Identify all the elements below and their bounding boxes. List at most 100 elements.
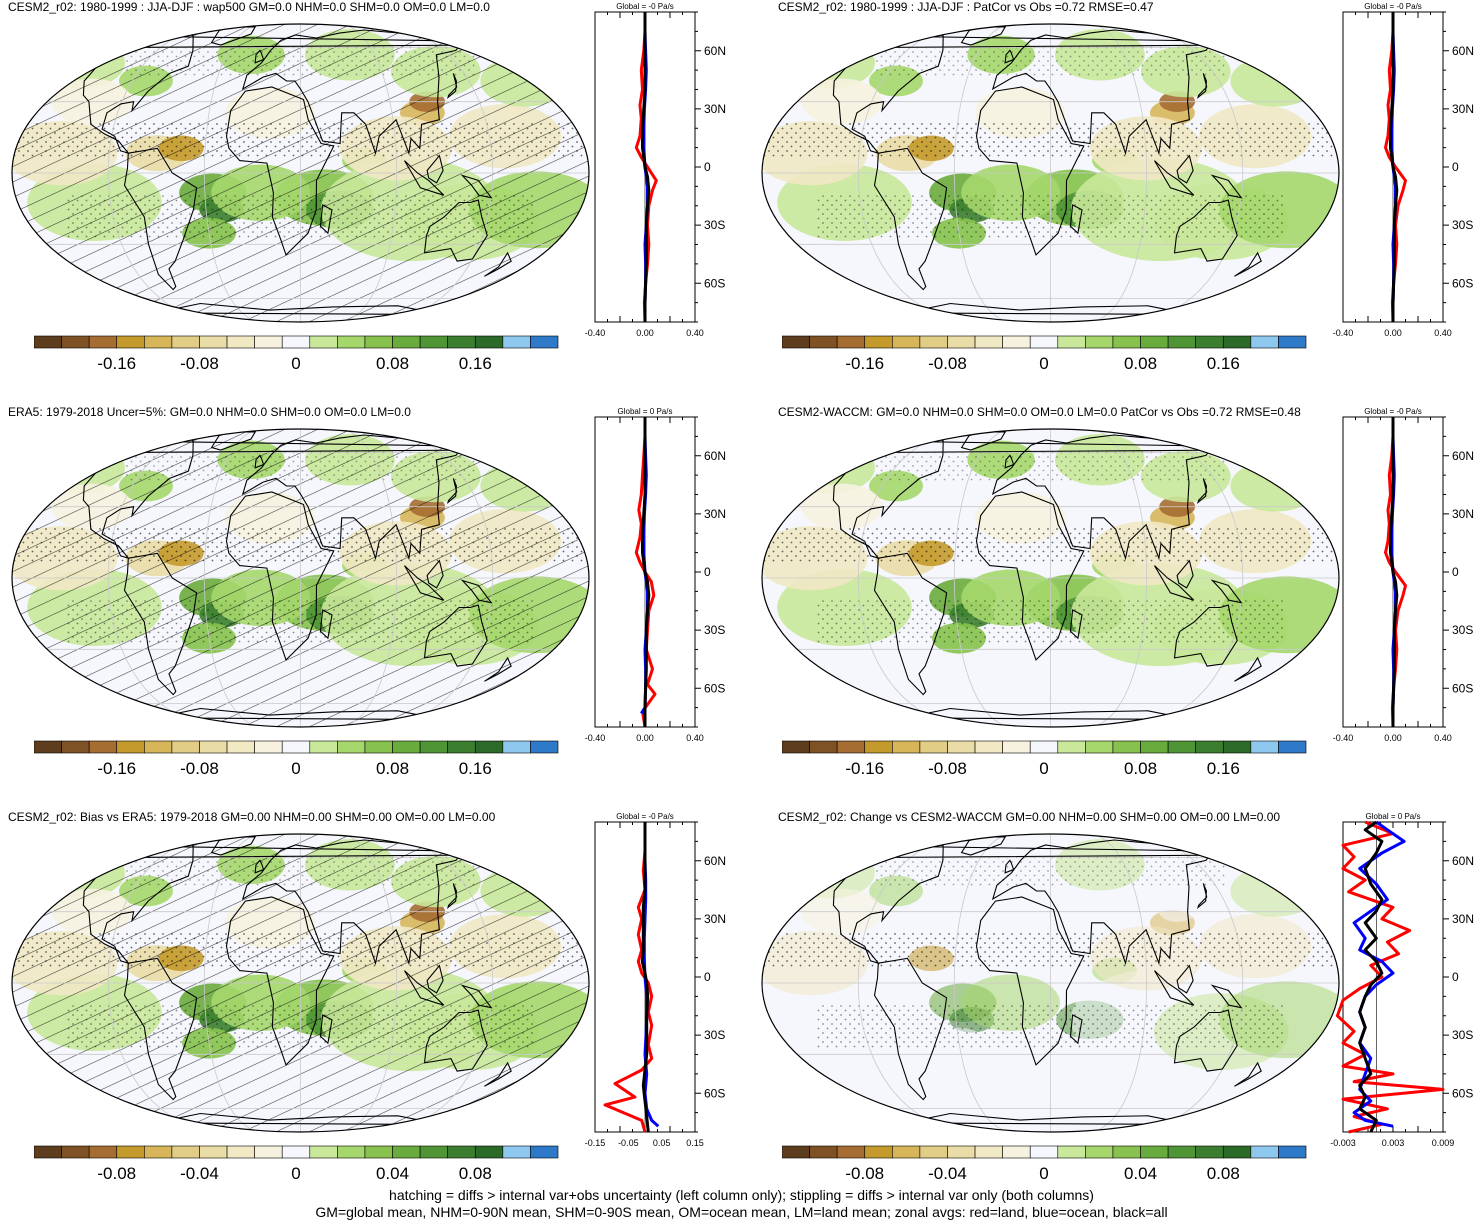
colorbar-swatch: [919, 740, 948, 754]
colorbar-swatch: [116, 335, 145, 349]
colorbar-label: 0.08: [376, 759, 409, 778]
zonal-ytick-label: 0: [1452, 160, 1459, 174]
coastline-europe-asia: [241, 29, 464, 156]
colorbar-label: 0.16: [459, 354, 492, 373]
colorbar-swatch: [947, 335, 976, 349]
colorbar-swatch: [809, 1145, 838, 1159]
colorbar-swatch: [474, 1145, 504, 1159]
colorbar-swatch: [34, 335, 62, 349]
colorbar-label: 0.16: [1207, 354, 1240, 373]
coastline-australia: [1173, 604, 1238, 667]
colorbar-label: 0.08: [376, 354, 409, 373]
zonal-ytick-label: 60S: [704, 1086, 725, 1100]
zonal-ytick-label: 60N: [1452, 854, 1474, 868]
zonal-line-all: [1389, 417, 1399, 727]
coastline-australia: [423, 199, 488, 262]
map-border: [11, 833, 590, 1133]
colorbar-swatch: [947, 740, 976, 754]
colorbar-swatch: [1140, 740, 1169, 754]
coastline-new-zealand: [484, 1061, 512, 1087]
colorbar-swatch: [447, 740, 476, 754]
colorbar-swatch: [309, 335, 338, 349]
zonal-xtick-label: 0.00: [1384, 328, 1402, 338]
colorbar-label: -0.16: [97, 759, 136, 778]
map-panel-2: CESM2_r02: 1980-1999 : JJA-DJF : PatCor …: [750, 0, 1483, 390]
zonal-title: Global = 0 Pa/s: [618, 407, 673, 416]
colorbar-label: 0.08: [1207, 1164, 1240, 1183]
colorbar-swatch: [337, 335, 366, 349]
coastline-uk: [254, 454, 265, 469]
zonal-xtick-label: 0.003: [1382, 1138, 1405, 1148]
map-border: [11, 23, 590, 323]
colorbar-swatch: [392, 335, 421, 349]
colorbar-swatch: [88, 1145, 118, 1159]
zonal-ytick-label: 30N: [704, 912, 726, 926]
coastline-indonesia: [1154, 160, 1195, 196]
colorbar-swatch: [502, 1145, 531, 1159]
coastline-greenland: [960, 26, 1007, 46]
colorbar-swatch: [88, 335, 118, 349]
colorbar-swatch: [309, 1145, 338, 1159]
colorbar-swatch: [1085, 335, 1114, 349]
colorbar-label: 0: [291, 1164, 300, 1183]
colorbar-swatch: [1222, 335, 1252, 349]
colorbar-swatch: [1085, 740, 1114, 754]
colorbar-swatch: [447, 335, 476, 349]
colorbar-swatch: [1195, 335, 1224, 349]
zonal-xtick-label: 0.05: [653, 1138, 671, 1148]
colorbar-label: 0.16: [1207, 759, 1240, 778]
colorbar-swatch: [419, 335, 448, 349]
colorbar-label: -0.04: [180, 1164, 219, 1183]
colorbar-swatch: [836, 740, 866, 754]
coastline-africa: [225, 896, 335, 1066]
map-panel-5: CESM2_r02: Bias vs ERA5: 1979-2018 GM=0.…: [0, 810, 733, 1200]
zonal-ytick-label: 0: [704, 565, 711, 579]
coastline-south-america: [873, 957, 948, 1101]
zonal-xtick-label: 0.40: [1434, 733, 1452, 743]
zonal-title: Global = 0 Pa/s: [1366, 812, 1421, 821]
colorbar-swatch: [88, 740, 118, 754]
panel-title: CESM2_r02: Change vs CESM2-WACCM GM=0.00…: [778, 810, 1281, 824]
colorbar-swatch: [254, 1145, 283, 1159]
map-field: [762, 429, 1339, 727]
coastline-africa: [975, 86, 1085, 256]
colorbar-swatch: [116, 740, 145, 754]
colorbar-label: 0: [291, 354, 300, 373]
coastline-indonesia: [1154, 970, 1195, 1006]
zonal-mean-plot: Global = 0 Pa/s -0.003 0.003 0.009 60N 30N 0 30…: [1330, 812, 1474, 1148]
coastline-north-america: [82, 435, 489, 560]
world-map: [761, 833, 1340, 1133]
zonal-xtick-label: 0.00: [636, 733, 654, 743]
colorbar-swatch: [892, 1145, 921, 1159]
colorbar-label: -0.08: [928, 354, 967, 373]
zonal-ytick-label: 60N: [704, 44, 726, 58]
zonal-ytick-label: 60S: [1452, 681, 1473, 695]
coastline-greenland: [210, 836, 257, 856]
colorbar-swatch: [892, 335, 921, 349]
colorbar-label: -0.16: [845, 354, 884, 373]
map-panel-4: CESM2-WACCM: GM=0.0 NHM=0.0 SHM=0.0 OM=0…: [750, 405, 1483, 795]
colorbar-swatch: [309, 740, 338, 754]
map-border: [11, 428, 590, 728]
colorbar-label: 0: [291, 759, 300, 778]
colorbar-swatch: [447, 1145, 476, 1159]
colorbar-swatch: [61, 335, 90, 349]
zonal-ytick-label: 60S: [704, 681, 725, 695]
colorbar-label: -0.08: [180, 759, 219, 778]
colorbar-swatch: [199, 335, 228, 349]
map-panel-1: CESM2_r02: 1980-1999 : JJA-DJF : wap500 …: [0, 0, 733, 390]
zonal-ytick-label: 30S: [1452, 1028, 1473, 1042]
colorbar-swatch: [974, 335, 1003, 349]
coastline-borneo: [1176, 964, 1194, 994]
zonal-ytick-label: 30S: [1452, 218, 1473, 232]
zonal-line-ocean: [1352, 820, 1406, 1128]
zonal-line-all: [1389, 12, 1399, 322]
zonal-line-land: [1335, 820, 1445, 1134]
zonal-ytick-label: 0: [704, 160, 711, 174]
colorbar-swatch: [34, 1145, 62, 1159]
colorbar-swatch: [1002, 335, 1031, 349]
zonal-ytick-label: 30N: [1452, 102, 1474, 116]
coastline-japan: [446, 883, 458, 909]
colorbar-swatch: [199, 1145, 228, 1159]
coastline-europe-asia: [241, 839, 464, 966]
